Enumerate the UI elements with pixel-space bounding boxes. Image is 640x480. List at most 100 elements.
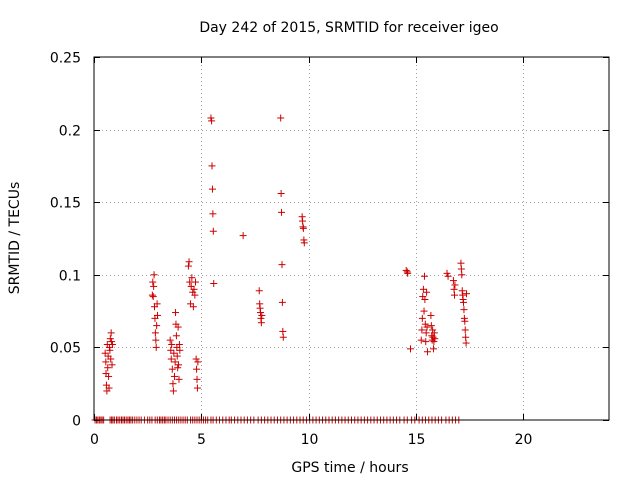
x-axis-label: GPS time / hours (291, 460, 408, 476)
data-point (423, 288, 431, 296)
y-axis-label: SRMTID / TECUs (7, 182, 23, 295)
data-point (166, 336, 174, 344)
data-point (102, 358, 110, 366)
data-point (429, 333, 437, 341)
data-point (167, 346, 175, 354)
data-point (278, 208, 286, 216)
data-point (458, 271, 466, 279)
data-point (419, 285, 427, 293)
data-point (108, 338, 116, 346)
data-point (420, 307, 428, 315)
data-point (174, 364, 182, 372)
data-point (107, 329, 115, 337)
data-point (460, 298, 468, 306)
x-tick-label: 20 (515, 432, 533, 448)
data-point (418, 314, 426, 322)
grid-lines (94, 57, 609, 420)
data-point (168, 365, 176, 373)
data-point (209, 227, 217, 235)
data-point (463, 290, 471, 298)
data-point (462, 339, 470, 347)
data-point (105, 384, 113, 392)
data-point (210, 280, 218, 288)
data-point (153, 322, 161, 330)
data-point (422, 338, 430, 346)
data-point (193, 375, 201, 383)
y-tick-label: 0 (72, 414, 81, 430)
data-point (190, 285, 198, 293)
data-point (208, 185, 216, 193)
data-point (421, 295, 429, 303)
data-point (107, 355, 115, 363)
data-point (152, 336, 160, 344)
data-point (168, 340, 176, 348)
y-tick-label: 0.25 (50, 51, 81, 67)
data-point (167, 355, 175, 363)
data-point (191, 278, 199, 286)
plot-frame (93, 56, 610, 421)
data-point (148, 291, 156, 299)
y-tick-labels: 0 0.05 0.1 0.15 0.2 0.25 (50, 51, 81, 430)
data-point (105, 372, 113, 380)
axis-ticks (94, 57, 609, 421)
data-point (429, 326, 437, 334)
data-point (277, 114, 285, 122)
data-point (279, 333, 287, 341)
data-point (171, 358, 179, 366)
data-point (149, 278, 157, 286)
data-point (153, 300, 161, 308)
data-point (451, 291, 458, 299)
data-point (443, 269, 451, 277)
x-tick-label: 15 (408, 432, 426, 448)
data-point (194, 358, 202, 366)
data-point (429, 345, 437, 353)
data-point (277, 189, 285, 197)
data-points (91, 114, 471, 424)
data-point (431, 335, 439, 343)
data-point (193, 384, 201, 392)
data-point (258, 311, 266, 319)
data-point (423, 323, 431, 331)
data-point (430, 338, 438, 346)
data-point (172, 309, 180, 317)
data-point (417, 336, 425, 344)
data-point (192, 355, 200, 363)
y-tick-label: 0.05 (50, 341, 81, 357)
data-point (278, 261, 286, 269)
data-point (422, 329, 430, 337)
data-point (299, 224, 307, 232)
data-point (174, 323, 182, 331)
data-point (421, 320, 429, 328)
data-point (169, 387, 177, 395)
data-point (154, 311, 162, 319)
data-point (461, 326, 469, 334)
data-point (150, 271, 158, 279)
x-tick-label: 0 (90, 432, 99, 448)
data-point (150, 282, 158, 290)
data-point (207, 114, 215, 122)
data-point (404, 269, 412, 277)
data-point (427, 322, 435, 330)
data-point (101, 349, 109, 357)
data-point (239, 232, 247, 240)
data-point (257, 319, 265, 327)
data-point (188, 274, 196, 282)
data-point (451, 281, 459, 289)
y-tick-label: 0.15 (50, 196, 81, 212)
data-point (418, 326, 426, 334)
data-point (460, 306, 468, 314)
data-point (106, 335, 114, 343)
x-tick-labels: 0 5 10 15 20 (90, 432, 532, 448)
data-point (423, 348, 431, 356)
data-point (170, 349, 178, 357)
data-point (106, 346, 114, 354)
data-point (208, 117, 216, 125)
data-point (151, 329, 159, 337)
data-point (169, 380, 177, 388)
data-point (449, 277, 457, 285)
chart-title: Day 242 of 2015, SRMTID for receiver ige… (199, 20, 498, 36)
data-point (175, 361, 183, 369)
data-point (193, 365, 201, 373)
data-point (420, 272, 428, 280)
